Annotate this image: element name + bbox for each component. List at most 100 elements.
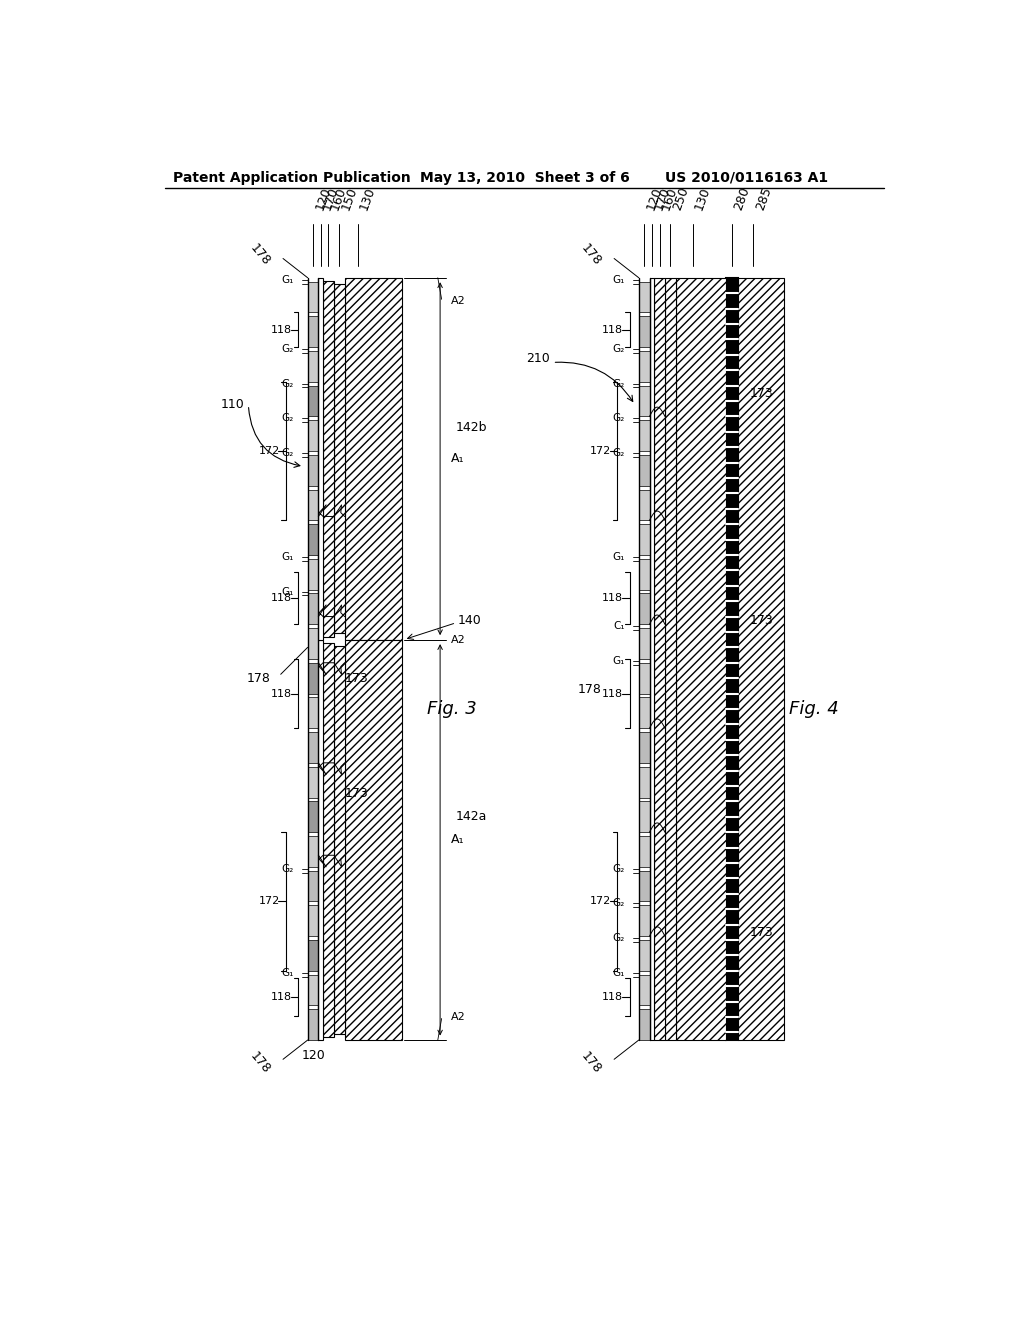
Text: 160: 160 <box>329 186 349 213</box>
Bar <box>639 558 649 590</box>
Bar <box>639 906 649 936</box>
Text: 178: 178 <box>248 242 273 268</box>
Text: 130: 130 <box>357 186 378 213</box>
Text: 178: 178 <box>579 1049 604 1077</box>
Text: G₁: G₁ <box>612 552 625 562</box>
Bar <box>307 663 318 693</box>
Bar <box>639 628 649 659</box>
Text: 173: 173 <box>750 387 773 400</box>
Bar <box>318 640 323 1040</box>
Text: G₁: G₁ <box>282 275 294 285</box>
Bar <box>738 277 784 1040</box>
Bar <box>307 906 318 936</box>
Bar <box>307 974 318 1006</box>
Text: 178: 178 <box>579 242 604 268</box>
Bar <box>334 284 345 634</box>
Text: G₁: G₁ <box>612 275 625 285</box>
Bar <box>307 767 318 797</box>
Bar <box>345 640 402 1040</box>
Text: 118: 118 <box>602 593 624 603</box>
Text: A2: A2 <box>451 1012 466 1022</box>
Text: A2: A2 <box>451 635 466 644</box>
Text: 160: 160 <box>659 186 680 213</box>
Text: May 13, 2010  Sheet 3 of 6: May 13, 2010 Sheet 3 of 6 <box>420 170 630 185</box>
Text: 172: 172 <box>259 446 280 455</box>
Bar <box>307 351 318 381</box>
Text: G₂: G₂ <box>612 345 625 354</box>
Bar <box>334 284 345 634</box>
Bar <box>639 455 649 486</box>
Bar <box>323 281 334 636</box>
Text: 118: 118 <box>602 991 624 1002</box>
Text: 280: 280 <box>732 185 753 213</box>
Bar <box>639 281 649 313</box>
Bar <box>639 490 649 520</box>
Bar <box>649 277 654 1040</box>
Text: Fig. 3: Fig. 3 <box>427 700 477 718</box>
Text: G₂: G₂ <box>612 899 625 908</box>
Text: 285: 285 <box>754 185 774 213</box>
Bar <box>639 801 649 832</box>
Bar <box>665 277 676 1040</box>
Text: 118: 118 <box>602 689 624 698</box>
Text: 150: 150 <box>339 185 359 213</box>
Bar <box>676 277 726 1040</box>
Text: G₂: G₂ <box>612 379 625 388</box>
Bar <box>639 871 649 902</box>
Bar <box>639 594 649 624</box>
Text: C₁: C₁ <box>613 622 625 631</box>
Text: 178: 178 <box>247 672 270 685</box>
Text: 250: 250 <box>671 185 691 213</box>
Text: 140: 140 <box>458 614 481 627</box>
Text: 178: 178 <box>248 1049 273 1077</box>
Text: 118: 118 <box>271 325 292 335</box>
Bar <box>307 733 318 763</box>
Text: G₁: G₁ <box>612 968 625 978</box>
Bar <box>639 1010 649 1040</box>
Bar <box>654 277 665 1040</box>
Bar <box>639 385 649 416</box>
Text: G₂: G₂ <box>612 863 625 874</box>
Bar <box>307 940 318 970</box>
Text: G₂: G₂ <box>612 413 625 424</box>
Bar <box>654 277 665 1040</box>
Text: 210: 210 <box>526 352 550 366</box>
Bar <box>639 663 649 693</box>
Text: G₁: G₁ <box>282 586 294 597</box>
Bar <box>307 490 318 520</box>
Bar <box>345 277 402 640</box>
Text: 118: 118 <box>602 325 624 335</box>
Text: A₁: A₁ <box>451 833 464 846</box>
Text: G₂: G₂ <box>282 345 294 354</box>
Bar <box>639 524 649 554</box>
Text: G₂: G₂ <box>612 447 625 458</box>
Text: G₁: G₁ <box>282 552 294 562</box>
Bar <box>639 940 649 970</box>
Bar <box>307 281 318 313</box>
Text: 172: 172 <box>590 896 611 907</box>
Text: 120: 120 <box>301 1049 325 1063</box>
Bar <box>307 801 318 832</box>
Bar <box>318 277 323 640</box>
Text: 172: 172 <box>259 896 280 907</box>
Bar <box>307 455 318 486</box>
Text: G₂: G₂ <box>282 413 294 424</box>
Bar <box>639 836 649 867</box>
Bar <box>665 277 676 1040</box>
Bar <box>334 645 345 1034</box>
Text: 170: 170 <box>652 185 672 213</box>
Bar <box>738 277 784 1040</box>
Bar <box>307 594 318 624</box>
Text: 173: 173 <box>344 787 368 800</box>
Text: Fig. 4: Fig. 4 <box>788 700 839 718</box>
Text: G₂: G₂ <box>282 379 294 388</box>
Text: G₁: G₁ <box>612 656 625 665</box>
Text: 118: 118 <box>271 593 292 603</box>
Bar <box>639 733 649 763</box>
Bar <box>307 524 318 554</box>
Text: 110: 110 <box>221 399 245 412</box>
Text: G₁: G₁ <box>282 968 294 978</box>
Bar <box>639 420 649 451</box>
Bar <box>639 317 649 347</box>
Bar <box>307 871 318 902</box>
